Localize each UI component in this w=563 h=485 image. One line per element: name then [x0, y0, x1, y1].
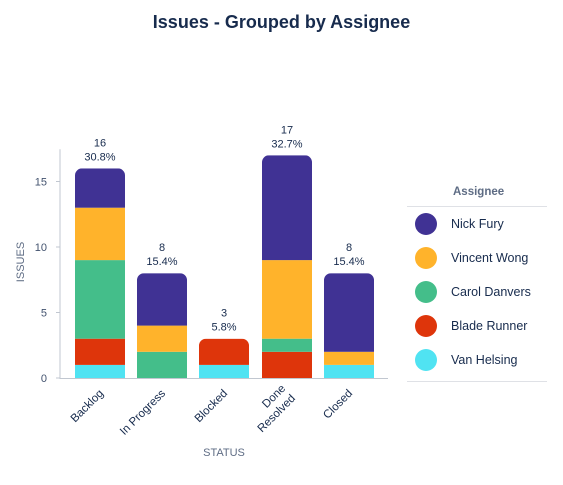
- chart-title: Issues - Grouped by Assignee: [152, 12, 411, 32]
- legend-label: Carol Danvers: [451, 285, 531, 299]
- legend-swatch: [415, 349, 437, 371]
- x-tick-label-line: Backlog: [69, 388, 106, 425]
- bar-segment: [324, 364, 374, 378]
- y-tick-label: 10: [35, 242, 47, 254]
- y-tick-label: 5: [41, 308, 47, 320]
- y-tick-label: 0: [41, 373, 47, 385]
- x-tick-label: Closed: [321, 388, 355, 422]
- x-tick-label-line: Blocked: [193, 388, 230, 425]
- legend-swatch: [415, 213, 437, 235]
- x-tick-label-line: In Progress: [118, 387, 168, 437]
- x-tick-label: Blocked: [193, 388, 230, 425]
- bar-segment: [137, 273, 187, 326]
- bar-segment: [262, 155, 312, 261]
- data-label-total: 3: [221, 308, 227, 320]
- bar-segment: [75, 338, 125, 365]
- bar-segment: [75, 168, 125, 208]
- data-label-percent: 32.7%: [271, 138, 302, 150]
- legend-divider: [407, 381, 547, 382]
- bar-segment: [75, 364, 125, 378]
- legend-swatch: [415, 281, 437, 303]
- bar-segment: [262, 338, 312, 352]
- legend: Assignee Nick Fury Vincent Wong Carol Danv…: [407, 186, 547, 382]
- data-label-total: 8: [159, 242, 165, 254]
- data-label-total: 17: [281, 124, 293, 136]
- data-label-percent: 5.8%: [211, 322, 236, 334]
- x-tick-label: DoneResolved: [246, 383, 298, 435]
- x-axis-label: STATUS: [203, 447, 245, 459]
- bar-segment: [324, 273, 374, 352]
- data-label-percent: 15.4%: [333, 256, 364, 268]
- legend-label: Blade Runner: [451, 319, 528, 333]
- bar-segment: [199, 364, 249, 378]
- legend-item[interactable]: Nick Fury: [407, 207, 547, 241]
- data-label-total: 8: [346, 242, 352, 254]
- legend-item[interactable]: Van Helsing: [407, 343, 547, 377]
- bar-segment: [137, 351, 187, 378]
- legend-label: Vincent Wong: [451, 251, 529, 265]
- legend-label: Nick Fury: [451, 217, 504, 231]
- data-label-percent: 30.8%: [84, 151, 115, 163]
- legend-item[interactable]: Carol Danvers: [407, 275, 547, 309]
- bar-segment: [75, 260, 125, 339]
- y-axis-label: ISSUES: [15, 242, 27, 282]
- bar-segment: [262, 351, 312, 378]
- x-tick-label-line: Closed: [321, 388, 355, 422]
- legend-items: Nick Fury Vincent Wong Carol Danvers Blade …: [407, 207, 547, 377]
- bar-segment: [199, 338, 249, 365]
- data-label-total: 16: [94, 137, 106, 149]
- data-label-percent: 15.4%: [146, 256, 177, 268]
- legend-swatch: [415, 247, 437, 269]
- legend-item[interactable]: Vincent Wong: [407, 241, 547, 275]
- bar-segment: [75, 207, 125, 261]
- x-tick-label: Backlog: [69, 388, 106, 425]
- bar-segment: [137, 325, 187, 352]
- bar-segment: [324, 351, 374, 365]
- legend-label: Van Helsing: [451, 353, 518, 367]
- legend-title: Assignee: [407, 186, 547, 207]
- y-tick-label: 15: [35, 177, 47, 189]
- bar-segment: [262, 260, 312, 339]
- legend-swatch: [415, 315, 437, 337]
- legend-item[interactable]: Blade Runner: [407, 309, 547, 343]
- x-tick-label: In Progress: [118, 387, 168, 437]
